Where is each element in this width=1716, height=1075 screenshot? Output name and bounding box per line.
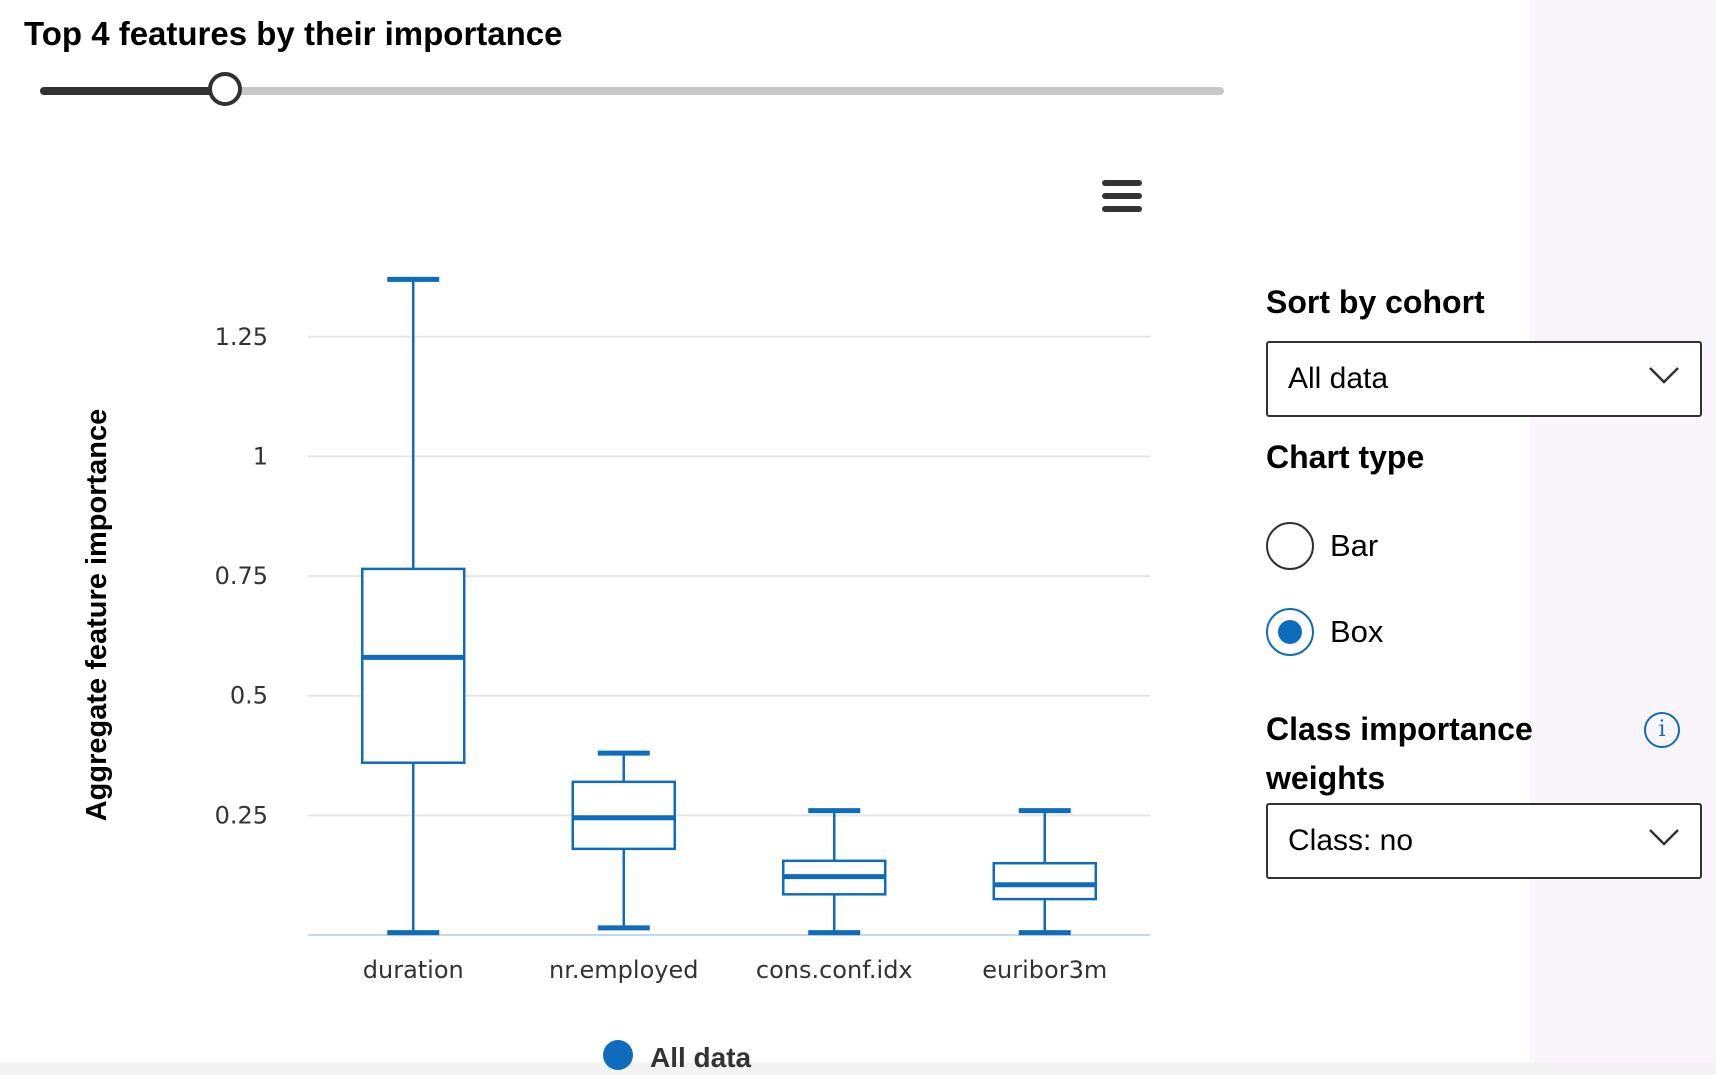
- legend-label: All data: [650, 1042, 752, 1070]
- sort-by-cohort-label: Sort by cohort: [1266, 284, 1485, 320]
- bottom-background-strip: [0, 1062, 1716, 1075]
- box-plot-svg: 0.25 0.5 0.75 1 1.25 Aggregate feature import…: [81, 276, 1150, 1070]
- legend-marker: [603, 1040, 633, 1070]
- class-importance-label: Class importance: [1266, 711, 1533, 747]
- radio-bar-circle[interactable]: [1266, 522, 1314, 570]
- chevron-down-icon: [1649, 829, 1679, 846]
- top-features-slider[interactable]: [40, 72, 1224, 112]
- class-importance-value: Class: no: [1288, 824, 1414, 857]
- y-tick-label: 0.75: [215, 562, 268, 590]
- info-icon[interactable]: i: [1644, 712, 1680, 748]
- chart-type-label: Chart type: [1266, 439, 1425, 475]
- box-iqr: [361, 567, 466, 764]
- chart-menu-button[interactable]: [1098, 176, 1146, 220]
- feature-importance-chart: 0.25 0.5 0.75 1 1.25 Aggregate feature import…: [0, 150, 1200, 1070]
- class-importance-dropdown[interactable]: Class: no: [1266, 803, 1702, 879]
- slider-thumb[interactable]: [207, 72, 242, 106]
- radio-box-circle[interactable]: [1266, 608, 1314, 656]
- y-axis-title: Aggregate feature importance: [81, 409, 113, 822]
- sort-by-cohort-value: All data: [1288, 362, 1389, 395]
- right-background-strip: [1530, 0, 1716, 1075]
- y-tick-label: 1.25: [215, 323, 268, 351]
- x-tick-label: cons.conf.idx: [756, 956, 913, 984]
- x-tick-label: euribor3m: [982, 956, 1107, 984]
- y-tick-label: 0.25: [215, 801, 268, 829]
- y-tick-label: 1: [253, 442, 268, 470]
- class-importance-label-line2: weights: [1266, 760, 1386, 796]
- slider-fill: [40, 87, 227, 95]
- slider-title: Top 4 features by their importance: [24, 15, 563, 52]
- chevron-down-icon: [1649, 367, 1679, 384]
- x-tick-label: duration: [363, 956, 464, 984]
- slider-track[interactable]: [40, 87, 1224, 95]
- sort-by-cohort-dropdown[interactable]: All data: [1266, 341, 1702, 417]
- y-tick-label: 0.5: [230, 682, 268, 710]
- box-iqr: [992, 861, 1097, 901]
- radio-box-label: Box: [1330, 614, 1384, 649]
- x-tick-label: nr.employed: [549, 956, 698, 984]
- radio-bar-label: Bar: [1330, 528, 1379, 563]
